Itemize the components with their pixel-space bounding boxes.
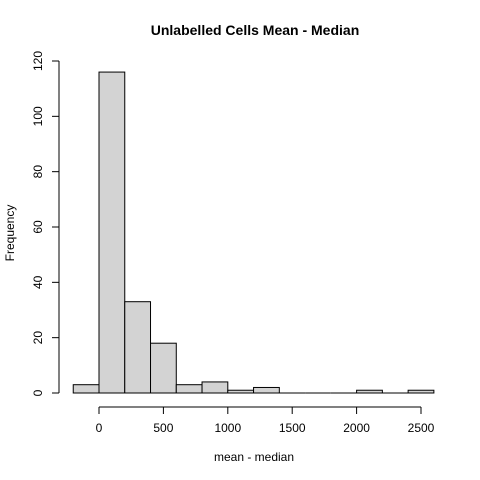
y-tick-label-40: 40 bbox=[31, 275, 45, 289]
x-tick-label-2000: 2000 bbox=[343, 421, 370, 435]
x-tick-label-2500: 2500 bbox=[408, 421, 435, 435]
y-tick-label-0: 0 bbox=[31, 389, 45, 396]
y-axis-label: Frequency bbox=[3, 205, 17, 262]
histogram-bar-2 bbox=[124, 301, 152, 394]
histogram-bar-11 bbox=[356, 389, 383, 394]
histogram-bar-7 bbox=[253, 386, 280, 394]
x-tick-label-1000: 1000 bbox=[214, 421, 241, 435]
y-tick-label-120: 120 bbox=[31, 51, 45, 71]
x-tick-label-1500: 1500 bbox=[279, 421, 306, 435]
histogram-bar-5 bbox=[201, 381, 229, 394]
x-axis: 0 500 1000 1500 2000 2500 bbox=[96, 406, 435, 435]
y-tick-label-80: 80 bbox=[31, 165, 45, 179]
histogram-bar-0 bbox=[72, 384, 100, 394]
x-tick-label-500: 500 bbox=[153, 421, 173, 435]
y-axis: 0 20 40 60 80 100 120 bbox=[31, 51, 60, 396]
histogram-bar-3 bbox=[150, 342, 177, 394]
histogram-bar-4 bbox=[175, 384, 203, 394]
y-tick-label-60: 60 bbox=[31, 220, 45, 234]
histogram-bar-1 bbox=[98, 71, 126, 394]
histogram-bar-13 bbox=[407, 389, 435, 394]
x-axis-label: mean - median bbox=[214, 450, 294, 464]
y-tick-label-100: 100 bbox=[31, 106, 45, 126]
chart-title: Unlabelled Cells Mean - Median bbox=[151, 22, 360, 38]
histogram-bar-6 bbox=[227, 389, 255, 394]
y-tick-label-20: 20 bbox=[31, 331, 45, 345]
bars-group bbox=[72, 71, 435, 394]
x-tick-label-0: 0 bbox=[96, 421, 103, 435]
